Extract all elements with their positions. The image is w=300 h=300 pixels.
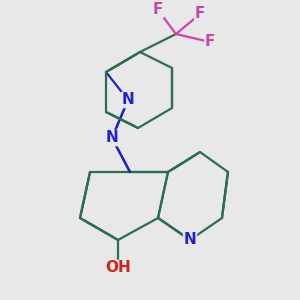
- Text: F: F: [153, 2, 163, 17]
- Text: N: N: [106, 130, 118, 146]
- Text: N: N: [184, 232, 196, 247]
- Text: OH: OH: [105, 260, 131, 275]
- Text: N: N: [122, 92, 134, 107]
- Text: F: F: [205, 34, 215, 50]
- Text: F: F: [195, 7, 205, 22]
